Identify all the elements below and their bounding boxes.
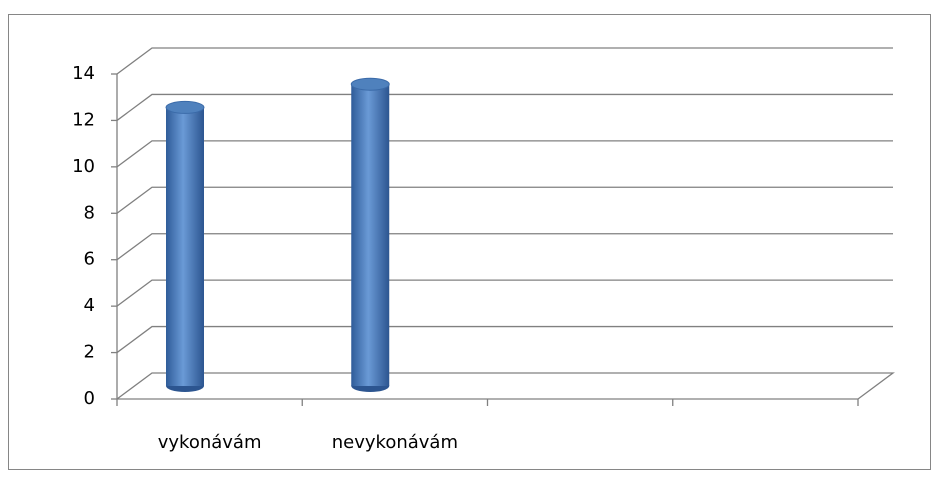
- y-tick-label: 8: [84, 202, 95, 223]
- y-tick-label: 4: [84, 295, 95, 316]
- y-tick-label: 12: [72, 109, 95, 130]
- floor-line: [116, 372, 895, 400]
- bar-top: [350, 77, 390, 91]
- x-tick-label: nevykonávám: [332, 432, 458, 453]
- chart-border: [8, 14, 931, 470]
- grid-line: [116, 93, 893, 121]
- grid-line: [116, 140, 893, 168]
- grid-line: [116, 47, 893, 75]
- y-tick-label: 10: [72, 156, 95, 177]
- bar: [166, 107, 204, 386]
- grid-line: [116, 279, 893, 307]
- y-tick-label: 0: [84, 388, 95, 409]
- x-tick-label: vykonávám: [158, 432, 262, 453]
- bar-top: [165, 100, 205, 114]
- y-tick-label: 2: [84, 342, 95, 363]
- grid-line: [116, 325, 893, 354]
- grid-line: [116, 233, 893, 261]
- y-tick-label: 14: [72, 63, 95, 84]
- bar: [351, 84, 390, 386]
- y-tick-label: 6: [84, 249, 95, 270]
- grid-line: [116, 186, 893, 214]
